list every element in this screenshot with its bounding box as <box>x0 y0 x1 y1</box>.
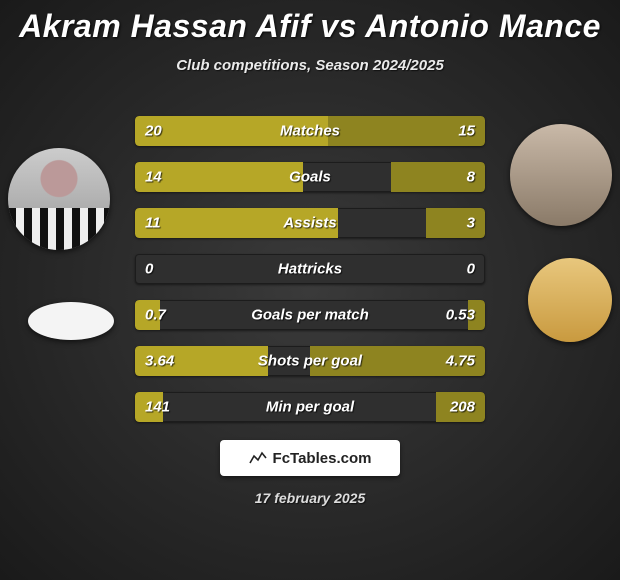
footer-date: 17 february 2025 <box>0 490 620 506</box>
player-right-avatar <box>510 124 612 226</box>
bar-row: 14 8 Goals <box>135 162 485 192</box>
bar-right-value: 0.53 <box>446 307 475 324</box>
bar-left-value: 20 <box>145 123 162 140</box>
bar-right-value: 15 <box>458 123 475 140</box>
bar-left-value: 0.7 <box>145 307 166 324</box>
bar-row: 3.64 4.75 Shots per goal <box>135 346 485 376</box>
bar-left-value: 14 <box>145 169 162 186</box>
bar-right-value: 8 <box>467 169 475 186</box>
brand-name: FcTables.com <box>273 450 372 467</box>
bar-right-segment <box>426 208 486 238</box>
bar-metric-label: Min per goal <box>266 399 354 416</box>
bar-row: 0 0 Hattricks <box>135 254 485 284</box>
bar-left-value: 141 <box>145 399 170 416</box>
bar-metric-label: Hattricks <box>278 261 342 278</box>
bar-right-value: 3 <box>467 215 475 232</box>
bar-metric-label: Shots per goal <box>258 353 362 370</box>
bar-metric-label: Matches <box>280 123 340 140</box>
player-left-club-badge <box>28 302 114 340</box>
bar-row: 141 208 Min per goal <box>135 392 485 422</box>
bar-metric-label: Assists <box>283 215 336 232</box>
bar-metric-label: Goals <box>289 169 331 186</box>
brand-badge[interactable]: FcTables.com <box>220 440 400 476</box>
bar-right-value: 0 <box>467 261 475 278</box>
bar-right-value: 208 <box>450 399 475 416</box>
player-right-club-badge <box>528 258 612 342</box>
page-title: Akram Hassan Afif vs Antonio Mance <box>0 8 620 45</box>
bar-row: 11 3 Assists <box>135 208 485 238</box>
bar-row: 20 15 Matches <box>135 116 485 146</box>
bar-row: 0.7 0.53 Goals per match <box>135 300 485 330</box>
player-left-avatar <box>8 148 110 250</box>
bar-metric-label: Goals per match <box>251 307 369 324</box>
bar-left-value: 0 <box>145 261 153 278</box>
bar-left-value: 11 <box>145 215 161 232</box>
brand-logo-icon <box>249 450 267 467</box>
comparison-bars: 20 15 Matches 14 8 Goals 11 3 Assists 0 0 Hattricks… <box>135 116 485 422</box>
page-subtitle: Club competitions, Season 2024/2025 <box>0 57 620 74</box>
bar-right-value: 4.75 <box>446 353 475 370</box>
bar-left-value: 3.64 <box>145 353 174 370</box>
